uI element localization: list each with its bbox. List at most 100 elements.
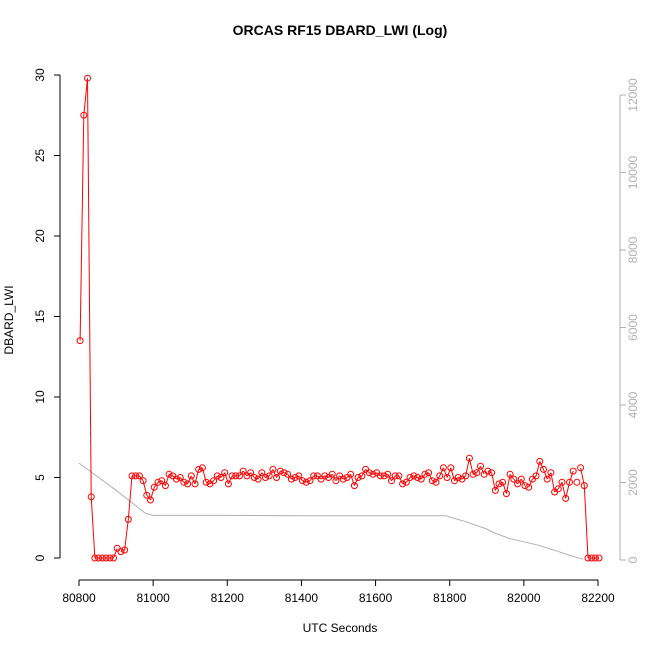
data-point — [347, 470, 355, 478]
y2-tick-label: 12000 — [626, 78, 640, 112]
series-line-segment — [520, 478, 526, 486]
series-line-segment — [543, 469, 548, 480]
data-point — [566, 478, 573, 486]
data-point — [147, 496, 154, 504]
data-point — [98, 554, 106, 562]
series-line-segment — [439, 467, 444, 477]
axis-layer: 0 5 10 15 20 25 30 0 2000 4000 6000 8000 10000 12000 8… — [33, 68, 640, 605]
y-tick-label: 0 — [33, 554, 47, 561]
series-line-segment — [387, 474, 392, 481]
data-point — [295, 472, 303, 480]
data-point — [388, 477, 395, 485]
data-point — [454, 474, 462, 481]
data-point — [165, 470, 173, 478]
series-line-segment — [172, 475, 177, 480]
data-point — [269, 465, 277, 473]
data-point — [436, 472, 444, 480]
series-line-segment — [268, 469, 274, 477]
series-line-segment — [190, 475, 196, 485]
series-line-segment — [539, 461, 544, 470]
data-point — [428, 477, 436, 485]
y-tick-label: 10 — [33, 390, 47, 404]
data-point — [540, 465, 547, 473]
data-point — [384, 470, 392, 478]
series-line-segment — [442, 467, 448, 478]
data-point — [117, 548, 125, 556]
data-point — [195, 465, 203, 473]
series-line-segment — [201, 467, 207, 483]
series-line-segment — [331, 474, 337, 481]
y-tick-label: 15 — [33, 310, 47, 324]
x-tick-label: 80800 — [62, 591, 96, 605]
data-point — [254, 475, 262, 483]
data-point — [414, 474, 421, 481]
data-point — [358, 472, 366, 480]
data-point — [588, 554, 596, 562]
data-point — [439, 464, 447, 472]
x-axis-title: UTC Seconds — [303, 621, 378, 635]
data-point — [173, 475, 180, 483]
data-point — [406, 474, 414, 481]
data-point — [110, 554, 117, 562]
series-line-segment — [339, 475, 344, 480]
x-tick-label: 82000 — [507, 591, 541, 605]
data-point — [124, 515, 132, 523]
y2-tick-label: 6000 — [626, 314, 640, 341]
series-line-segment — [150, 487, 155, 501]
data-point — [432, 478, 440, 486]
data-point — [135, 472, 143, 480]
data-point — [554, 485, 562, 493]
series-layer — [76, 74, 603, 562]
data-point — [232, 472, 240, 480]
y-tick-label: 20 — [33, 229, 47, 243]
series-line-segment — [353, 477, 359, 486]
data-point — [291, 474, 299, 481]
series-line-segment — [569, 470, 574, 483]
series-line-segment — [398, 475, 404, 485]
data-point — [273, 474, 281, 481]
series-line-segment — [365, 469, 370, 474]
data-point — [410, 472, 418, 480]
series-line-segment — [164, 474, 170, 486]
data-point — [106, 554, 114, 562]
data-point — [184, 480, 192, 488]
data-point — [202, 478, 210, 486]
data-point — [595, 554, 603, 562]
y2-tick-label: 8000 — [626, 236, 640, 263]
data-point — [139, 477, 147, 485]
data-point — [369, 470, 377, 478]
data-point — [525, 483, 533, 491]
data-point — [536, 457, 544, 465]
series-line-segment — [435, 475, 441, 483]
data-point — [198, 464, 206, 472]
data-point — [91, 554, 99, 562]
data-point — [569, 467, 577, 475]
data-point — [521, 482, 529, 490]
data-point — [573, 478, 581, 486]
series-line-segment — [376, 472, 381, 477]
series-line-segment — [124, 519, 129, 551]
data-point — [425, 469, 433, 477]
y-tick-label: 30 — [33, 68, 47, 82]
data-point — [321, 472, 329, 480]
series-line-segment — [272, 469, 278, 478]
series-line-segment — [127, 475, 133, 520]
data-point — [532, 472, 540, 480]
data-point — [469, 470, 477, 478]
data-point — [332, 477, 340, 485]
data-point — [495, 480, 503, 488]
y-tick-label: 25 — [33, 149, 47, 163]
series-line-segment — [557, 482, 563, 490]
series-line-segment — [480, 465, 485, 475]
series-line-segment — [87, 78, 92, 497]
data-point — [391, 472, 399, 480]
y2-tick-label: 4000 — [626, 391, 640, 418]
data-point — [328, 470, 336, 478]
series-line-segment — [461, 475, 467, 480]
data-point — [447, 464, 455, 472]
series-line-segment — [346, 473, 352, 478]
x-tick-label: 81400 — [285, 591, 319, 605]
data-point — [365, 469, 373, 477]
x-tick-label: 82200 — [581, 591, 615, 605]
